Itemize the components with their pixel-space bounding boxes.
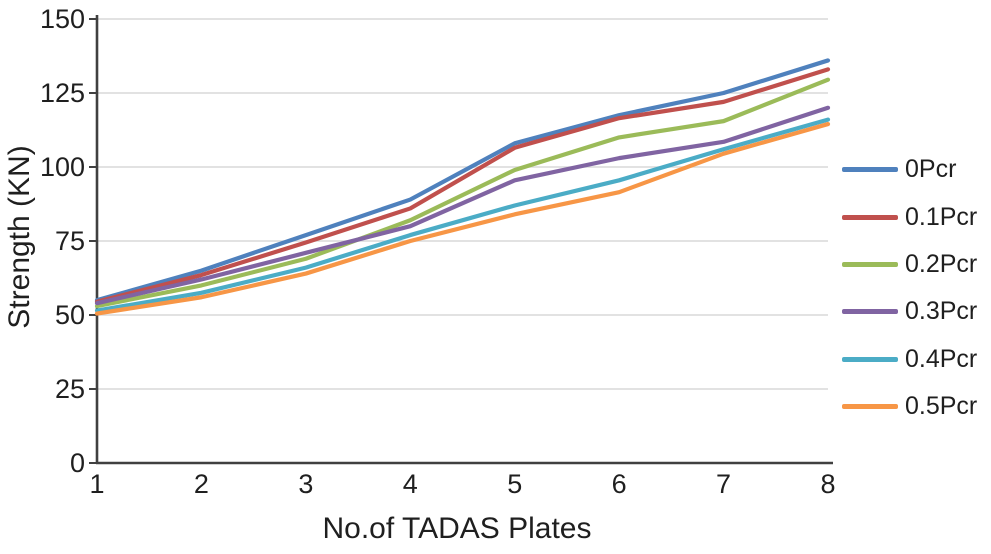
legend-line-swatch (842, 356, 898, 362)
y-tick-label: 0 (69, 448, 85, 478)
legend-line-swatch (842, 214, 898, 220)
x-tick-label: 1 (89, 469, 105, 499)
legend-label: 0Pcr (905, 155, 957, 184)
series-line-0.5pcr (94, 121, 831, 316)
series-line-0.3pcr (94, 105, 831, 306)
y-tick-label: 125 (39, 78, 85, 108)
legend-item-0.4pcr: 0.4Pcr (842, 336, 990, 383)
legend-item-0.3pcr: 0.3Pcr (842, 288, 990, 335)
x-tick-label: 2 (193, 469, 209, 499)
x-tick-label: 7 (716, 469, 732, 499)
y-tick-label: 100 (39, 152, 85, 182)
x-tick-label: 8 (820, 469, 836, 499)
legend-label: 0.4Pcr (905, 344, 978, 373)
legend: 0Pcr 0.1Pcr 0.2Pcr 0.3Pcr 0.4Pcr 0.5Pcr (842, 146, 990, 430)
legend-line-swatch (842, 309, 898, 315)
legend-item-0pcr: 0Pcr (842, 146, 990, 193)
legend-line-swatch (842, 261, 898, 267)
x-axis-title: No.of TADAS Plates (322, 512, 592, 545)
y-tick-label: 150 (39, 4, 85, 34)
legend-label: 0.1Pcr (905, 202, 978, 231)
series-line-0pcr (94, 58, 831, 303)
legend-line-swatch (842, 404, 898, 410)
y-tick-label: 25 (54, 374, 85, 404)
legend-label: 0.3Pcr (905, 297, 978, 326)
series-line-0.1pcr (94, 67, 831, 304)
x-tick-label: 3 (298, 469, 314, 499)
series-line-0.4pcr (94, 117, 831, 313)
x-tick-label: 6 (611, 469, 627, 499)
legend-item-0.1pcr: 0.1Pcr (842, 193, 990, 240)
legend-line-swatch (842, 167, 898, 173)
legend-label: 0.2Pcr (905, 249, 978, 278)
series-line-0.2pcr (94, 77, 831, 309)
legend-item-0.2pcr: 0.2Pcr (842, 241, 990, 288)
y-tick-label: 75 (54, 226, 85, 256)
legend-label: 0.5Pcr (905, 392, 978, 421)
x-tick-label: 4 (402, 469, 418, 499)
x-tick-label: 5 (507, 469, 523, 499)
legend-item-0.5pcr: 0.5Pcr (842, 383, 990, 430)
y-tick-label: 50 (54, 300, 85, 330)
